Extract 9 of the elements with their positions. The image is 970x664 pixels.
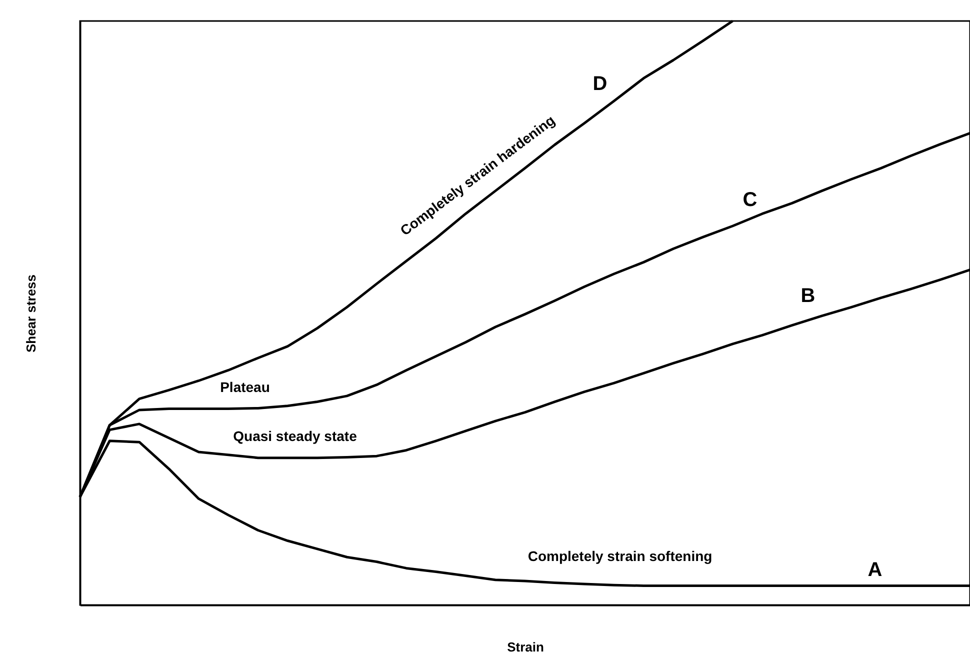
annotation: Completely strain softening — [528, 548, 712, 564]
annotation: A — [868, 559, 882, 581]
y-axis-title: Shear stress — [24, 274, 38, 353]
annotation: D — [592, 73, 608, 95]
annotation: Plateau — [220, 379, 270, 395]
annotation: Quasi steady state — [233, 428, 358, 444]
annotation: C — [742, 189, 758, 211]
x-axis-title: Strain — [507, 640, 544, 654]
annotation: B — [800, 285, 816, 307]
